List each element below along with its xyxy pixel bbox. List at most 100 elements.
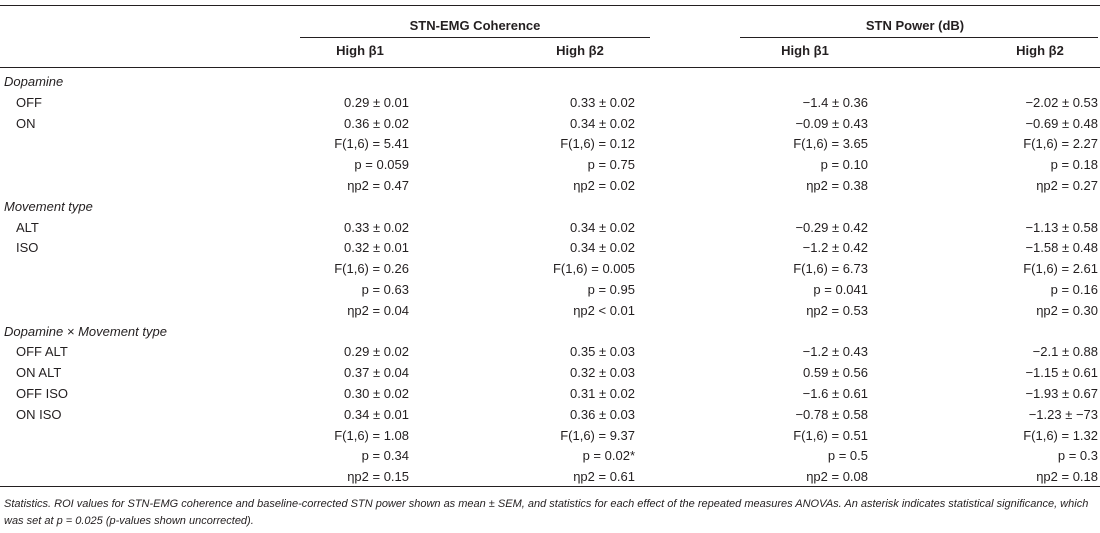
table-row: OFF 0.29 ± 0.01 0.33 ± 0.02 −1.4 ± 0.36 −2.0…	[0, 92, 1100, 112]
section-label: Movement type	[4, 198, 93, 214]
table-cell: p = 0.059	[354, 157, 409, 173]
table-cell: p = 0.18	[1050, 157, 1098, 173]
table-cell: 0.33 ± 0.02	[344, 219, 409, 235]
table-cell: −1.15 ± 0.61	[1025, 365, 1098, 381]
table-cell: ηp2 = 0.15	[347, 469, 409, 485]
table-row: ALT 0.33 ± 0.02 0.34 ± 0.02 −0.29 ± 0.42 −1.…	[0, 217, 1100, 237]
table-caption: Statistics. ROI values for STN-EMG coher…	[4, 498, 1089, 527]
table-cell: F(1,6) = 0.12	[560, 136, 635, 152]
group-header-power: STN Power (dB)	[865, 18, 965, 33]
section-label: Dopamine × Movement type	[4, 323, 167, 339]
row-label: ALT	[16, 219, 39, 235]
group-header-coherence: STN-EMG Coherence	[409, 18, 541, 33]
table-cell: 0.34 ± 0.02	[570, 115, 635, 131]
table-cell: −0.09 ± 0.43	[795, 115, 868, 131]
table-cell: F(1,6) = 1.08	[334, 427, 409, 443]
group-underline-coherence	[300, 37, 650, 38]
table-bottom-rule	[0, 486, 1100, 487]
row-label: ISO	[16, 240, 39, 256]
group-underline-power	[740, 37, 1098, 38]
table-row: ηp2 = 0.47 ηp2 = 0.02 ηp2 = 0.38 ηp2 = 0.27	[0, 175, 1100, 195]
row-label: OFF	[16, 94, 42, 110]
table-row: ON ALT 0.37 ± 0.04 0.32 ± 0.03 0.59 ± 0.56 −…	[0, 362, 1100, 382]
table-cell: −1.6 ± 0.61	[802, 386, 868, 401]
table-cell: −2.02 ± 0.53	[1025, 94, 1098, 110]
table-cell: 0.29 ± 0.01	[344, 94, 409, 110]
subheader-coherence-beta1: High β1	[336, 43, 384, 58]
header-bottom-rule	[0, 67, 1100, 68]
table-row: ON ISO 0.34 ± 0.01 0.36 ± 0.03 −0.78 ± 0.58…	[0, 404, 1100, 424]
table-cell: ηp2 = 0.61	[573, 469, 635, 485]
table-cell: −2.1 ± 0.88	[1032, 344, 1098, 360]
table-row: p = 0.059 p = 0.75 p = 0.10 p = 0.18	[0, 154, 1100, 174]
table-cell: ηp2 = 0.08	[806, 469, 868, 485]
subheader-power-beta1: High β1	[781, 43, 829, 58]
table-cell: −1.13 ± 0.58	[1025, 219, 1098, 235]
table-cell: 0.34 ± 0.02	[570, 219, 635, 235]
table-cell: 0.36 ± 0.02	[344, 115, 409, 131]
table-cell: ηp2 = 0.18	[1036, 469, 1098, 485]
table-cell: F(1,6) = 6.73	[793, 261, 868, 277]
table-row: p = 0.34 p = 0.02* p = 0.5 p = 0.3	[0, 445, 1100, 465]
table-cell: 0.33 ± 0.02	[570, 94, 635, 110]
table-cell: 0.31 ± 0.02	[570, 386, 635, 401]
table-cell: F(1,6) = 9.37	[560, 427, 635, 443]
table-cell: ηp2 = 0.30	[1036, 302, 1098, 318]
table-cell: 0.29 ± 0.02	[344, 344, 409, 360]
subheader-power-beta2: High β2	[1016, 43, 1064, 58]
table-cell: 0.32 ± 0.03	[570, 365, 635, 381]
section-label: Dopamine	[4, 74, 64, 89]
table-row: ON 0.36 ± 0.02 0.34 ± 0.02 −0.09 ± 0.43 −0.6…	[0, 113, 1100, 133]
table-cell: 0.37 ± 0.04	[344, 365, 409, 381]
table-cell: p = 0.16	[1050, 282, 1098, 297]
table-cell: −0.29 ± 0.42	[795, 219, 868, 235]
table-cell: 0.32 ± 0.01	[344, 240, 409, 256]
table-row: F(1,6) = 5.41 F(1,6) = 0.12 F(1,6) = 3.65 F…	[0, 133, 1100, 153]
section-row: Dopamine	[0, 71, 1100, 91]
table-cell: F(1,6) = 0.005	[552, 261, 635, 277]
table-row: p = 0.63 p = 0.95 p = 0.041 p = 0.16	[0, 279, 1100, 299]
table-cell: −1.58 ± 0.48	[1025, 240, 1098, 256]
section-row: Movement type	[0, 196, 1100, 216]
table-cell: ηp2 = 0.27	[1036, 178, 1098, 193]
table-cell: F(1,6) = 2.61	[1023, 261, 1098, 277]
table-cell: p = 0.10	[820, 157, 868, 173]
table-cell: −0.78 ± 0.58	[795, 406, 868, 422]
table-row: F(1,6) = 0.26 F(1,6) = 0.005 F(1,6) = 6.73…	[0, 258, 1100, 278]
table-cell: p = 0.3	[1057, 448, 1098, 464]
row-label: OFF ISO	[16, 386, 68, 401]
table-cell: p = 0.34	[361, 448, 409, 464]
row-label: OFF ALT	[16, 344, 68, 360]
table-cell: p = 0.75	[587, 157, 635, 173]
table-cell: p = 0.041	[813, 282, 868, 297]
table-cell: p = 0.95	[587, 282, 635, 297]
table-cell: F(1,6) = 2.27	[1023, 136, 1098, 152]
table-cell: F(1,6) = 3.65	[793, 136, 868, 152]
table-cell: −1.2 ± 0.43	[802, 344, 868, 360]
row-label: ON	[16, 115, 36, 131]
row-label: ON ISO	[16, 406, 62, 422]
table-cell: F(1,6) = 0.26	[334, 261, 409, 277]
subheader-coherence-beta2: High β2	[556, 43, 604, 58]
table-row: F(1,6) = 1.08 F(1,6) = 9.37 F(1,6) = 0.51 F…	[0, 425, 1100, 445]
table-row: OFF ALT 0.29 ± 0.02 0.35 ± 0.03 −1.2 ± 0.43…	[0, 341, 1100, 361]
table-cell: ηp2 = 0.38	[806, 178, 868, 193]
table-cell: 0.30 ± 0.02	[344, 386, 409, 401]
table-cell: p = 0.5	[827, 448, 868, 464]
table-cell: 0.59 ± 0.56	[803, 365, 868, 381]
table-top-rule	[0, 5, 1100, 6]
table-cell: −1.2 ± 0.42	[802, 240, 868, 256]
table-row: OFF ISO 0.30 ± 0.02 0.31 ± 0.02 −1.6 ± 0.61…	[0, 383, 1100, 403]
table-cell: −1.4 ± 0.36	[802, 94, 868, 110]
table-row: ηp2 = 0.04 ηp2 < 0.01 ηp2 = 0.53 ηp2 = 0.30	[0, 300, 1100, 320]
table-cell: F(1,6) = 0.51	[793, 427, 868, 443]
table-cell: ηp2 = 0.47	[347, 178, 409, 193]
table-cell: 0.36 ± 0.03	[570, 406, 635, 422]
table-row: ISO 0.32 ± 0.01 0.34 ± 0.02 −1.2 ± 0.42 −1.5…	[0, 237, 1100, 257]
table-cell: ηp2 = 0.04	[347, 302, 409, 318]
row-label: ON ALT	[16, 365, 62, 381]
table-cell: F(1,6) = 5.41	[334, 136, 409, 152]
table-cell: 0.34 ± 0.01	[344, 406, 409, 422]
table-cell: −1.23 ± −73	[1028, 406, 1098, 422]
table-cell: 0.35 ± 0.03	[570, 344, 635, 360]
